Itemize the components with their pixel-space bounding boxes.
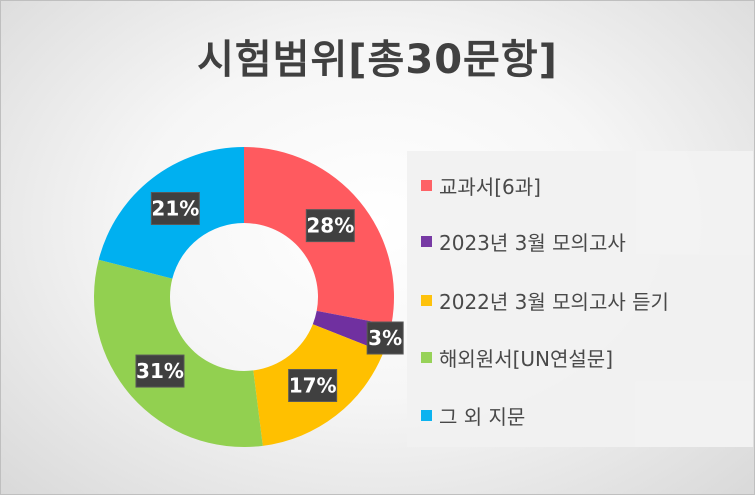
legend-swatch	[421, 294, 432, 306]
data-label-box	[305, 209, 355, 243]
data-label: 31%	[135, 354, 185, 388]
data-label-box	[150, 192, 200, 226]
data-label-text: 31%	[136, 359, 184, 383]
legend-item: 해외원서[UN연설문]	[421, 342, 613, 372]
legend-label: 교과서[6과]	[439, 174, 541, 199]
legend-item: 그 외 지문	[421, 400, 525, 430]
data-label-text: 28%	[306, 214, 354, 238]
data-label-box	[288, 368, 338, 402]
data-label-text: 17%	[289, 373, 337, 397]
legend-swatch	[421, 179, 432, 191]
donut-slice	[93, 259, 263, 447]
data-label-box	[366, 321, 404, 355]
legend-swatch	[421, 409, 432, 421]
legend-item: 2022년 3월 모의고사 듣기	[421, 285, 669, 315]
chart-title: 시험범위[총30문항]	[197, 37, 558, 83]
data-label-box	[135, 354, 185, 388]
legend-swatch	[421, 351, 432, 363]
legend-label: 2023년 3월 모의고사	[439, 230, 626, 255]
legend-item: 2023년 3월 모의고사	[421, 226, 626, 256]
legend-swatch	[421, 235, 432, 247]
legend-label: 그 외 지문	[439, 404, 526, 429]
legend-label: 2022년 3월 모의고사 듣기	[439, 289, 669, 314]
legend-item: 교과서[6과]	[421, 170, 541, 200]
data-label: 28%	[305, 209, 355, 243]
data-label: 17%	[288, 368, 338, 402]
data-label-text: 3%	[368, 326, 402, 350]
data-label: 21%	[150, 192, 200, 226]
legend-label: 해외원서[UN연설문]	[439, 346, 614, 371]
data-label-text: 21%	[151, 197, 199, 221]
data-label: 3%	[366, 321, 404, 355]
